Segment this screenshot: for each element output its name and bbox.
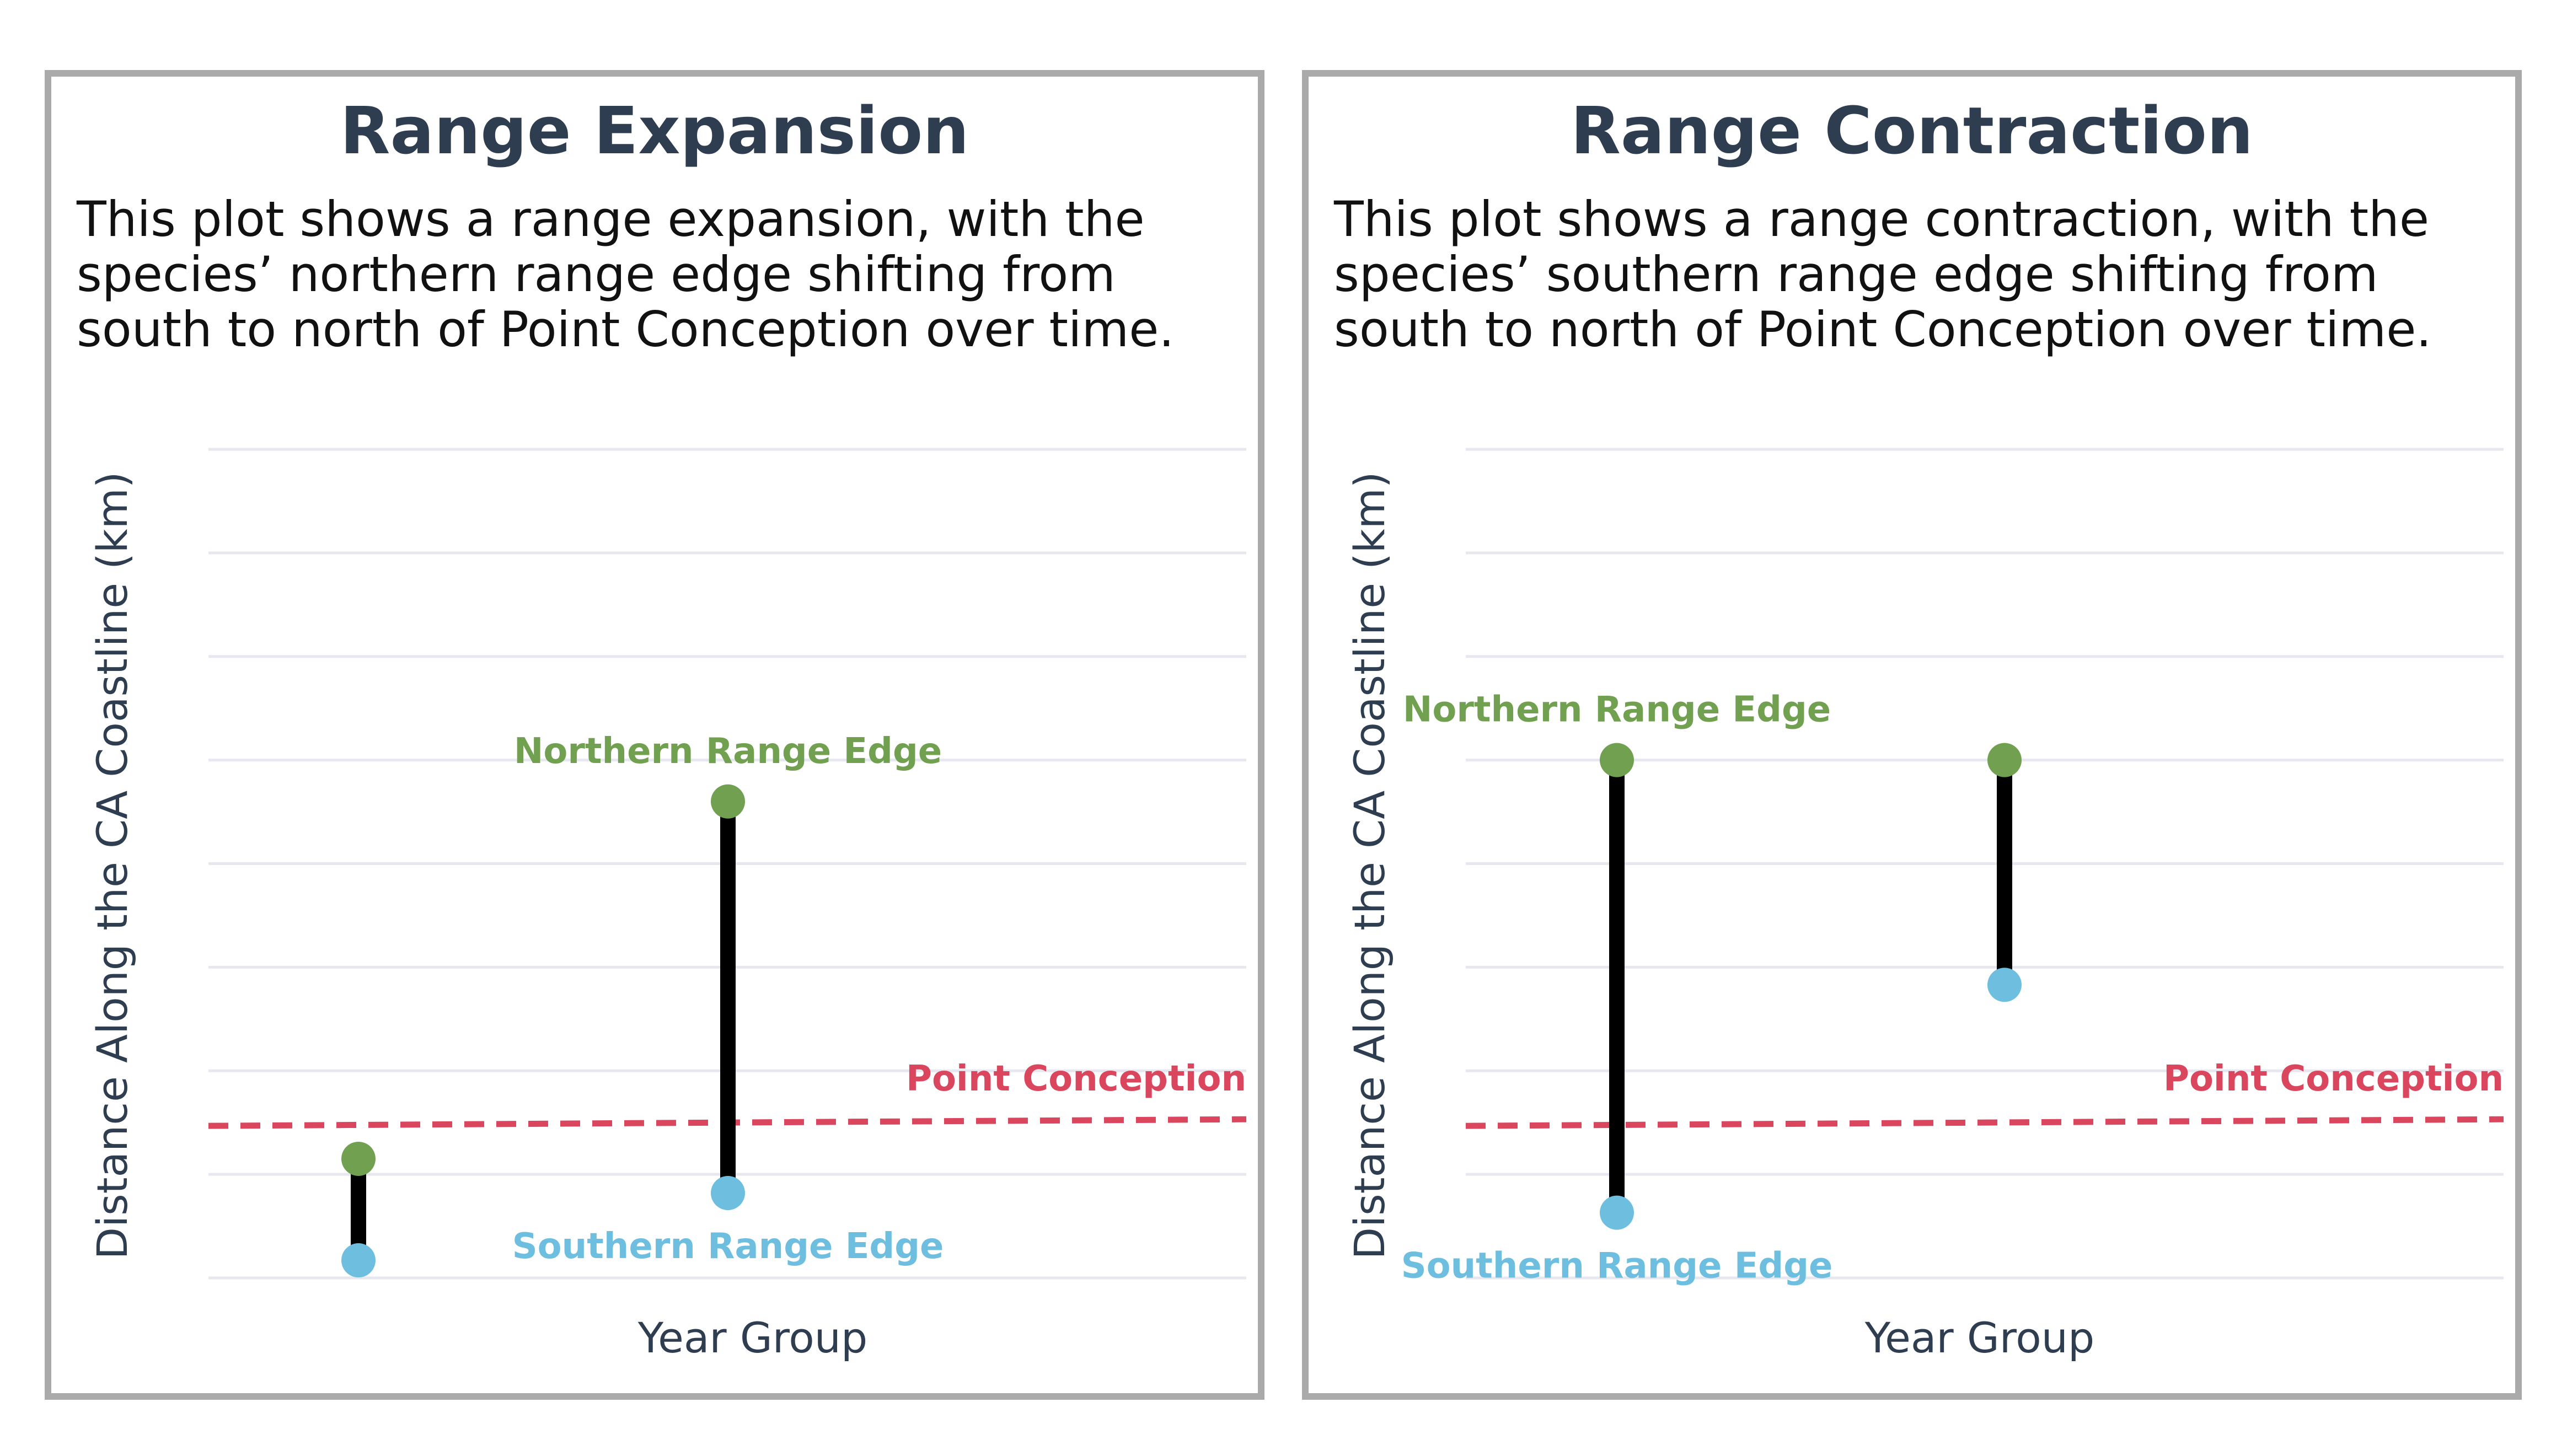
description-line-3: south to north of Point Conception over … bbox=[77, 301, 1174, 358]
panel-title: Range Expansion bbox=[340, 93, 969, 169]
point-conception-label: Point Conception bbox=[2163, 1059, 2504, 1099]
southern-range-edge-label: Southern Range Edge bbox=[512, 1226, 944, 1267]
southern-range-edge-point bbox=[711, 1175, 745, 1210]
y-axis-label: Distance Along the CA Coastline (km) bbox=[88, 472, 137, 1260]
panel-frame bbox=[1302, 70, 2522, 1400]
southern-range-edge-label: Southern Range Edge bbox=[1401, 1246, 1833, 1287]
plot-area: Point Conception Northern Range Edge South… bbox=[1401, 448, 2504, 1287]
point-conception-label: Point Conception bbox=[906, 1059, 1246, 1099]
description-line-3: south to north of Point Conception over … bbox=[1334, 301, 2431, 358]
southern-range-edge-point bbox=[1987, 968, 2022, 1002]
panel-range-contraction: Range Contraction This plot shows a rang… bbox=[1302, 70, 2522, 1400]
southern-range-edge-point bbox=[1600, 1195, 1634, 1230]
northern-range-edge-label: Northern Range Edge bbox=[1403, 690, 1831, 730]
description-line-2: species’ southern range edge shifting fr… bbox=[1334, 246, 2378, 303]
description-line-1: This plot shows a range expansion, with … bbox=[76, 191, 1145, 248]
northern-range-edge-point bbox=[341, 1141, 376, 1176]
description-line-2: species’ northern range edge shifting fr… bbox=[77, 246, 1116, 303]
description-line-1: This plot shows a range contraction, wit… bbox=[1333, 191, 2429, 248]
x-axis-label: Year Group bbox=[1864, 1313, 2094, 1362]
northern-range-edge-point bbox=[711, 784, 745, 819]
northern-range-edge-point bbox=[1600, 743, 1634, 777]
northern-range-edge-point bbox=[1987, 743, 2022, 777]
y-axis-label: Distance Along the CA Coastline (km) bbox=[1345, 472, 1394, 1260]
x-axis-label: Year Group bbox=[637, 1313, 867, 1362]
northern-range-edge-label: Northern Range Edge bbox=[514, 731, 942, 772]
panel-range-expansion: Range Expansion This plot shows a range … bbox=[45, 70, 1264, 1400]
point-conception-line bbox=[1465, 1116, 2504, 1129]
panel-title: Range Contraction bbox=[1571, 93, 2253, 169]
panel-frame bbox=[45, 70, 1264, 1400]
southern-range-edge-point bbox=[341, 1243, 376, 1278]
plot-area: Point Conception Northern Range Edge South… bbox=[208, 448, 1247, 1280]
